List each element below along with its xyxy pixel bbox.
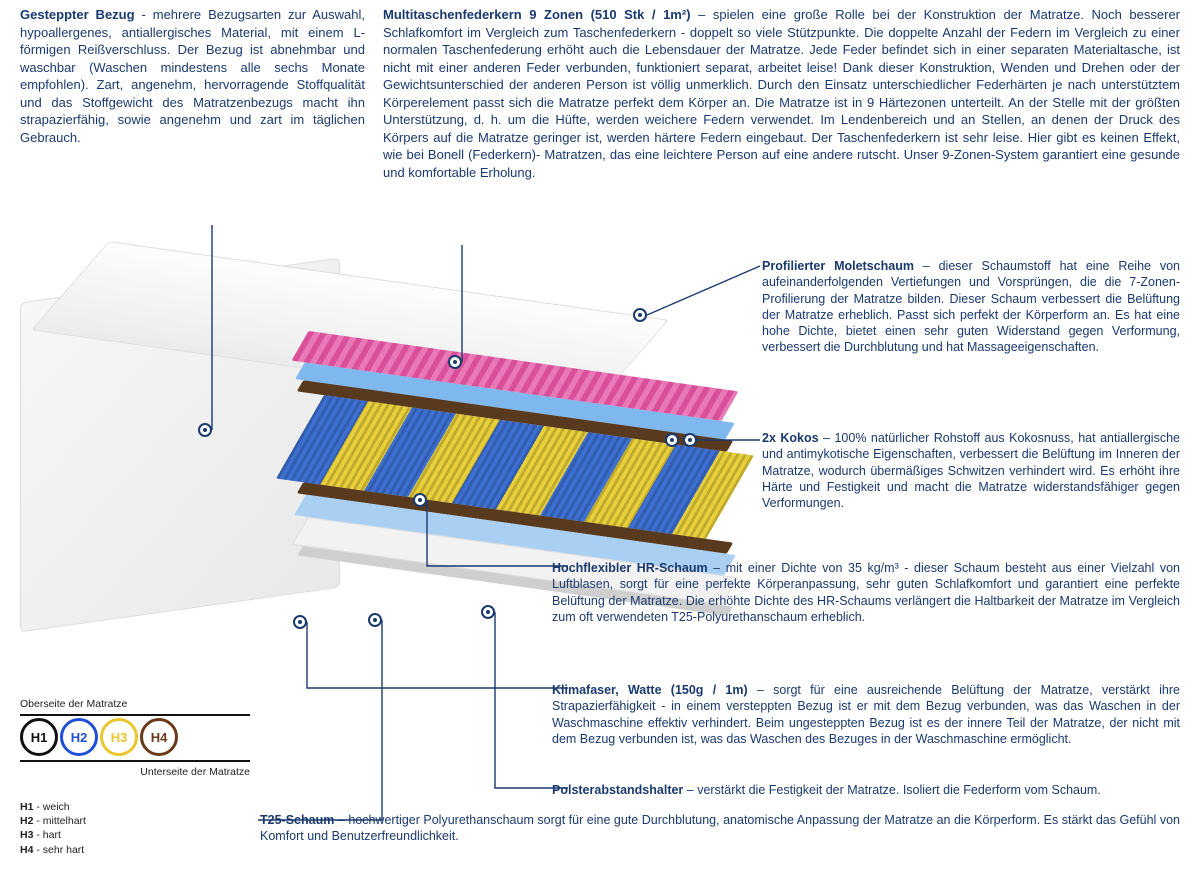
hardness-h4: H4	[140, 718, 178, 756]
cover-text: - mehrere Bezugsarten zur Auswahl, hypoa…	[20, 7, 365, 145]
hardness-h1: H1	[20, 718, 58, 756]
hardness-row-h4: H4 - sehr hart	[20, 843, 250, 857]
klima-title: Klimafaser, Watte (150g / 1m)	[552, 683, 748, 697]
hardness-row-h2: H2 - mittelhart	[20, 814, 250, 828]
kokos-text: – 100% natürlicher Rohstoff aus Kokosnus…	[762, 431, 1180, 510]
springs-text: – spielen eine große Rolle bei der Konst…	[383, 7, 1180, 180]
polster-title: Polsterabstandshalter	[552, 783, 683, 797]
hardness-legend: Oberseite der Matratze H1H2H3H4 Untersei…	[20, 698, 250, 857]
cover-title: Gesteppter Bezug	[20, 7, 135, 22]
hardness-circles: H1H2H3H4	[20, 718, 250, 756]
kokos-dot-b	[683, 433, 697, 447]
legend-top-line	[20, 714, 250, 716]
t25-dot	[368, 613, 382, 627]
hardness-list: H1 - weichH2 - mittelhartH3 - hartH4 - s…	[20, 800, 250, 857]
section-kokos: 2x Kokos – 100% natürlicher Rohstoff aus…	[762, 430, 1180, 511]
molet-text: – dieser Schaumstoff hat eine Reihe von …	[762, 259, 1180, 354]
klima-dot	[293, 615, 307, 629]
t25-text: – hochwertiger Polyurethanschaum sorgt f…	[260, 813, 1180, 843]
mattress-illustration	[20, 260, 760, 750]
hr-title: Hochflexibler HR-Schaum	[552, 561, 708, 575]
t25-title: T25-Schaum	[260, 813, 334, 827]
section-cover: Gesteppter Bezug - mehrere Bezugsarten z…	[20, 6, 365, 181]
kokos-title: 2x Kokos	[762, 431, 819, 445]
polster-text: – verstärkt die Festigkeit der Matratze.…	[683, 783, 1101, 797]
section-polster: Polsterabstandshalter – verstärkt die Fe…	[552, 782, 1180, 798]
section-springs: Multitaschenfederkern 9 Zonen (510 Stk /…	[383, 6, 1180, 181]
section-moletschaum: Profilierter Moletschaum – dieser Schaum…	[762, 258, 1180, 356]
cover-dot	[198, 423, 212, 437]
polster-dot	[481, 605, 495, 619]
section-hr-schaum: Hochflexibler HR-Schaum – mit einer Dich…	[552, 560, 1180, 625]
section-t25: T25-Schaum – hochwertiger Polyurethansch…	[260, 812, 1180, 845]
springs-dot	[448, 355, 462, 369]
molet-dot	[633, 308, 647, 322]
hardness-row-h3: H3 - hart	[20, 828, 250, 842]
top-text-row: Gesteppter Bezug - mehrere Bezugsarten z…	[0, 0, 1200, 181]
section-klimafaser: Klimafaser, Watte (150g / 1m) – sorgt fü…	[552, 682, 1180, 747]
legend-bottom-line	[20, 760, 250, 762]
hardness-h2: H2	[60, 718, 98, 756]
legend-top-label: Oberseite der Matratze	[20, 698, 250, 710]
springs-title: Multitaschenfederkern 9 Zonen (510 Stk /…	[383, 7, 691, 22]
molet-title: Profilierter Moletschaum	[762, 259, 914, 273]
legend-bottom-label: Unterseite der Matratze	[20, 766, 250, 778]
hardness-row-h1: H1 - weich	[20, 800, 250, 814]
hr-dot	[413, 493, 427, 507]
hardness-h3: H3	[100, 718, 138, 756]
kokos-dot-a	[665, 433, 679, 447]
